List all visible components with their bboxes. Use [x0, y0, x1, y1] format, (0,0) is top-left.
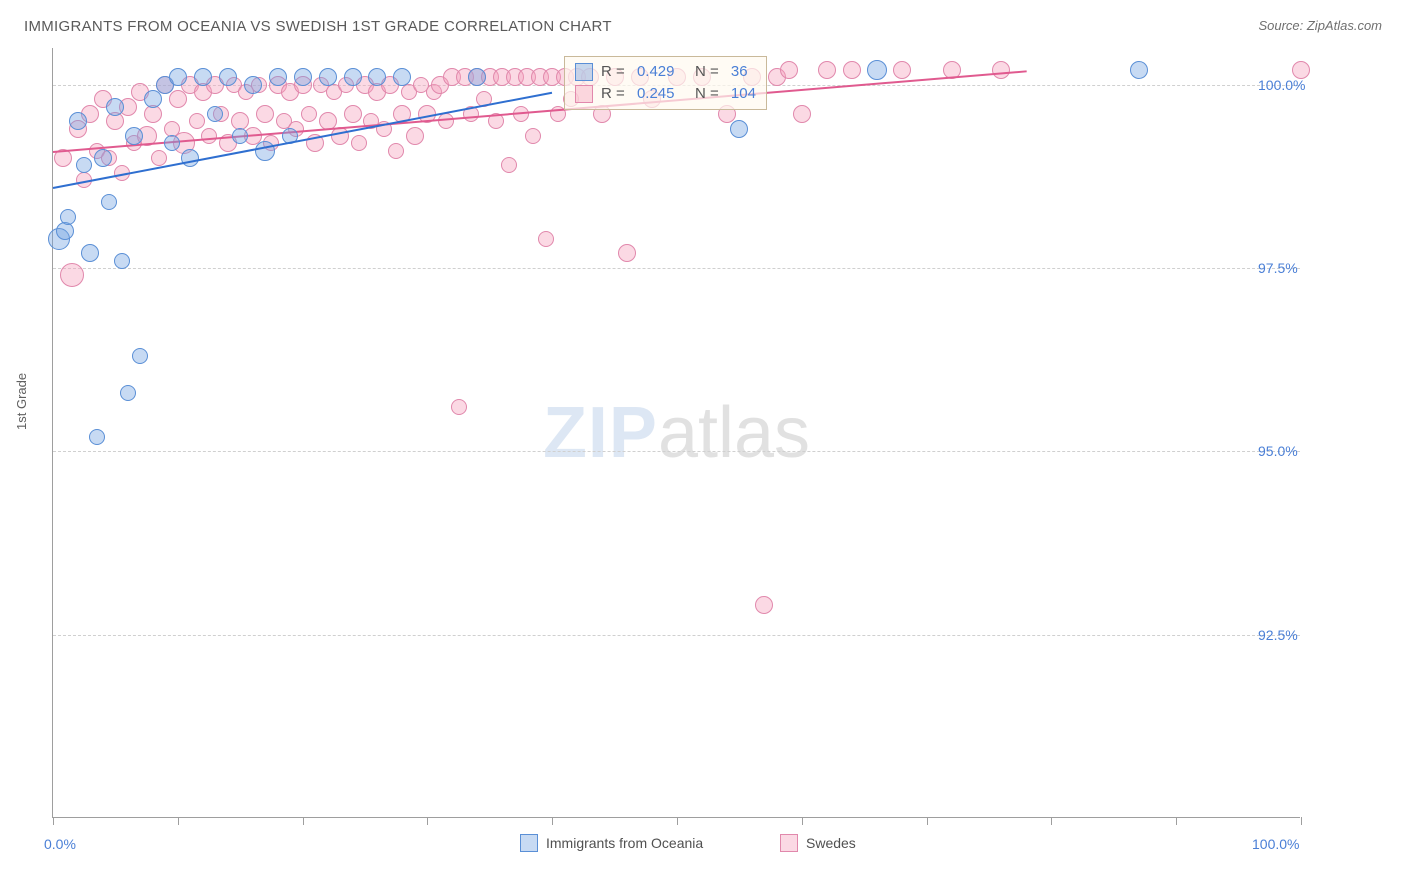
x-tick: [802, 817, 803, 825]
data-point-pink: [451, 399, 467, 415]
chart-title: IMMIGRANTS FROM OCEANIA VS SWEDISH 1ST G…: [24, 18, 612, 35]
stat-R-blue: 0.429: [637, 61, 675, 83]
data-point-pink: [256, 105, 274, 123]
data-point-blue: [120, 385, 136, 401]
data-point-blue: [144, 90, 162, 108]
data-point-pink: [818, 61, 836, 79]
watermark-atlas: atlas: [658, 393, 810, 473]
y-tick-label: 95.0%: [1258, 443, 1298, 459]
data-point-blue: [468, 68, 486, 86]
x-tick: [1301, 817, 1302, 825]
y-tick-label: 97.5%: [1258, 260, 1298, 276]
plot-area: ZIPatlas: [52, 48, 1300, 818]
legend-label-blue: Immigrants from Oceania: [546, 835, 703, 851]
data-point-blue: [76, 157, 92, 173]
x-tick: [178, 817, 179, 825]
data-point-blue: [219, 68, 237, 86]
data-point-blue: [255, 141, 275, 161]
gridline: [53, 451, 1300, 452]
x-tick: [1176, 817, 1177, 825]
legend-stats: R = 0.429 N = 36 R = 0.245 N = 104: [564, 56, 767, 110]
x-tick-label: 100.0%: [1252, 836, 1299, 852]
data-point-pink: [793, 105, 811, 123]
data-point-pink: [618, 244, 636, 262]
data-point-blue: [294, 68, 312, 86]
x-tick: [53, 817, 54, 825]
data-point-blue: [125, 127, 143, 145]
data-point-pink: [538, 231, 554, 247]
data-point-blue: [368, 68, 386, 86]
data-point-pink: [169, 90, 187, 108]
data-point-blue: [344, 68, 362, 86]
data-point-pink: [388, 143, 404, 159]
data-point-pink: [151, 150, 167, 166]
legend-series-blue: Immigrants from Oceania: [520, 834, 703, 852]
data-point-blue: [132, 348, 148, 364]
legend-stats-row-pink: R = 0.245 N = 104: [575, 83, 756, 105]
data-point-pink: [301, 106, 317, 122]
legend-stats-row-blue: R = 0.429 N = 36: [575, 61, 756, 83]
data-point-blue: [60, 209, 76, 225]
stat-R-pink: 0.245: [637, 83, 675, 105]
data-point-blue: [269, 68, 287, 86]
data-point-blue: [101, 194, 117, 210]
legend-swatch-blue-icon: [520, 834, 538, 852]
data-point-blue: [730, 120, 748, 138]
data-point-blue: [169, 68, 187, 86]
data-point-blue: [393, 68, 411, 86]
legend-swatch-pink: [575, 85, 593, 103]
data-point-pink: [843, 61, 861, 79]
data-point-blue: [164, 135, 180, 151]
legend-label-pink: Swedes: [806, 835, 856, 851]
gridline: [53, 635, 1300, 636]
data-point-blue: [867, 60, 887, 80]
data-point-pink: [351, 135, 367, 151]
data-point-blue: [106, 98, 124, 116]
data-point-pink: [992, 61, 1010, 79]
data-point-blue: [232, 128, 248, 144]
x-tick: [427, 817, 428, 825]
data-point-blue: [194, 68, 212, 86]
watermark: ZIPatlas: [543, 392, 810, 474]
x-tick: [303, 817, 304, 825]
legend-swatch-pink-icon: [780, 834, 798, 852]
stat-N-blue: 36: [731, 61, 748, 83]
data-point-pink: [501, 157, 517, 173]
legend-swatch-blue: [575, 63, 593, 81]
y-tick-label: 100.0%: [1258, 77, 1305, 93]
data-point-blue: [69, 112, 87, 130]
data-point-blue: [319, 68, 337, 86]
data-point-blue: [244, 76, 262, 94]
data-point-blue: [56, 222, 74, 240]
data-point-pink: [189, 113, 205, 129]
data-point-blue: [89, 429, 105, 445]
x-tick: [677, 817, 678, 825]
data-point-blue: [81, 244, 99, 262]
x-tick-label: 0.0%: [44, 836, 76, 852]
data-point-pink: [893, 61, 911, 79]
y-tick-label: 92.5%: [1258, 627, 1298, 643]
data-point-pink: [438, 113, 454, 129]
x-tick: [1051, 817, 1052, 825]
gridline: [53, 268, 1300, 269]
data-point-pink: [525, 128, 541, 144]
data-point-pink: [755, 596, 773, 614]
stat-N-pink: 104: [731, 83, 756, 105]
source-label: Source: ZipAtlas.com: [1258, 18, 1382, 33]
y-axis-title: 1st Grade: [14, 373, 29, 430]
data-point-blue: [181, 149, 199, 167]
data-point-pink: [406, 127, 424, 145]
watermark-zip: ZIP: [543, 393, 658, 473]
data-point-blue: [94, 149, 112, 167]
x-tick: [927, 817, 928, 825]
legend-series-pink: Swedes: [780, 834, 856, 852]
x-tick: [552, 817, 553, 825]
data-point-pink: [201, 128, 217, 144]
data-point-pink: [780, 61, 798, 79]
data-point-blue: [207, 106, 223, 122]
data-point-blue: [114, 253, 130, 269]
data-point-blue: [1130, 61, 1148, 79]
data-point-pink: [344, 105, 362, 123]
data-point-pink: [60, 263, 84, 287]
